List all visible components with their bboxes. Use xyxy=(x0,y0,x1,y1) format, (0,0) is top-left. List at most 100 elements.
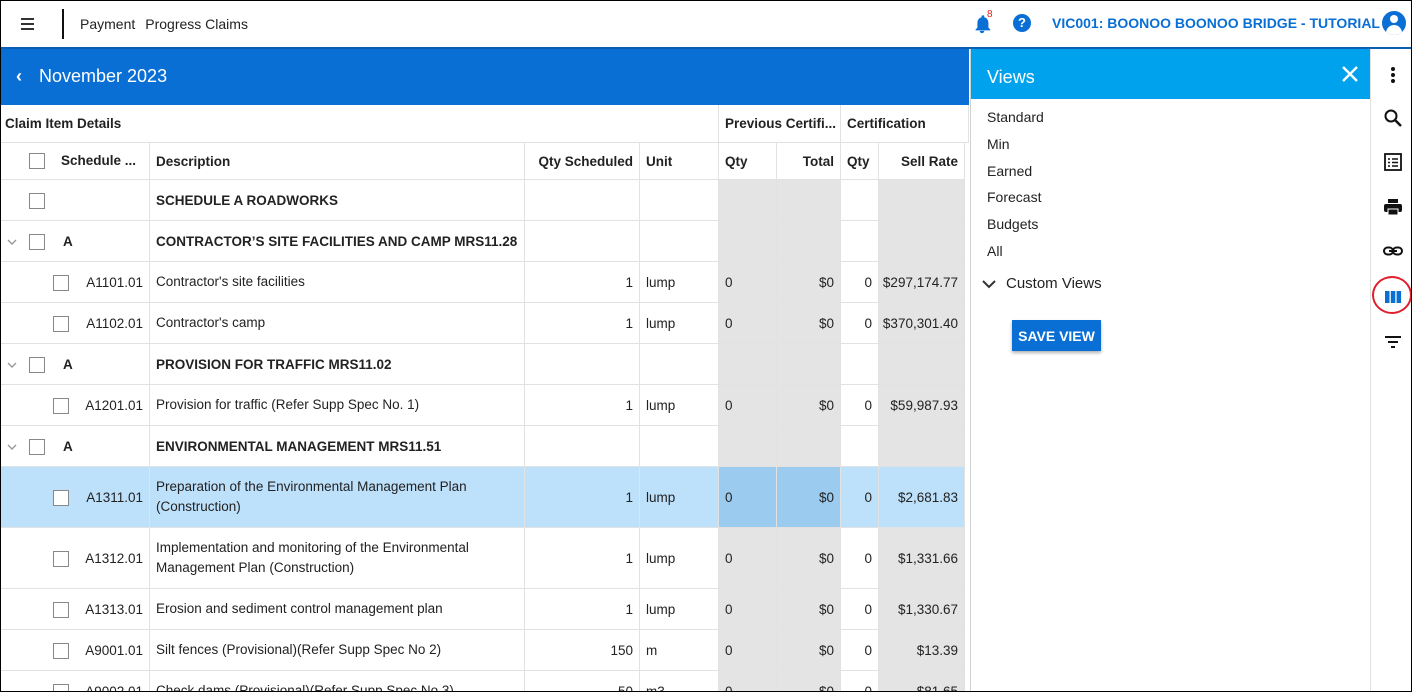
view-forecast[interactable]: Forecast xyxy=(987,189,1042,205)
column-header-qty-scheduled[interactable]: Qty Scheduled xyxy=(525,143,640,180)
column-label-schedule: Schedule ... xyxy=(61,153,137,168)
view-standard[interactable]: Standard xyxy=(987,109,1044,125)
description-text: Contractor's site facilities xyxy=(156,274,305,289)
view-budgets[interactable]: Budgets xyxy=(987,216,1039,232)
cell-cert-qty xyxy=(841,180,879,221)
cell-description: ENVIRONMENTAL MANAGEMENT MRS11.51 xyxy=(150,426,525,467)
view-earned[interactable]: Earned xyxy=(987,163,1033,179)
cell-prev-qty: 0 xyxy=(719,589,777,630)
column-header-schedule[interactable]: Schedule ... xyxy=(1,143,150,180)
select-all-checkbox[interactable] xyxy=(29,153,45,169)
cell-schedule: A1311.01 xyxy=(1,467,150,528)
column-header-prev-total[interactable]: Total xyxy=(777,143,841,180)
cell-schedule: A9001.01 xyxy=(1,630,150,671)
cell-description: Preparation of the Environmental Managem… xyxy=(150,467,525,528)
row-checkbox[interactable] xyxy=(53,601,69,618)
schedule-code: A xyxy=(63,356,73,372)
cell-cert-qty: 0 xyxy=(841,630,879,671)
chevron-down-icon[interactable] xyxy=(7,442,17,452)
schedule-code: A xyxy=(63,233,73,249)
row-checkbox[interactable] xyxy=(53,642,69,659)
chevron-left-icon[interactable]: ‹ xyxy=(16,66,22,86)
print-icon[interactable] xyxy=(1383,197,1403,217)
group-header-previous-certified: Previous Certifi... xyxy=(719,105,841,143)
column-header-description[interactable]: Description xyxy=(150,143,525,180)
notifications-bell-icon[interactable] xyxy=(971,13,993,35)
row-checkbox[interactable] xyxy=(29,192,45,209)
cell-unit xyxy=(640,426,719,467)
search-icon[interactable] xyxy=(1383,108,1403,128)
column-header-unit[interactable]: Unit xyxy=(640,143,719,180)
more-vert-icon[interactable] xyxy=(1383,65,1403,85)
save-view-button[interactable]: SAVE VIEW xyxy=(1012,320,1101,351)
cell-schedule: A1102.01 xyxy=(1,303,150,344)
description-text: PROVISION FOR TRAFFIC MRS11.02 xyxy=(156,356,392,372)
row-checkbox[interactable] xyxy=(53,397,69,414)
description-text: SCHEDULE A ROADWORKS xyxy=(156,192,338,208)
cell-prev-qty: 0 xyxy=(719,671,777,691)
row-checkbox[interactable] xyxy=(53,315,69,332)
row-checkbox[interactable] xyxy=(53,489,69,506)
row-checkbox[interactable] xyxy=(29,356,45,373)
row-checkbox[interactable] xyxy=(29,438,45,455)
menu-icon[interactable] xyxy=(19,14,39,34)
cell-description: Implementation and monitoring of the Env… xyxy=(150,528,525,589)
row-checkbox[interactable] xyxy=(53,550,69,567)
description-text: Preparation of the Environmental Managem… xyxy=(156,479,467,514)
cell-prev-qty xyxy=(719,180,777,221)
description-text: Contractor's camp xyxy=(156,315,266,330)
cell-prev-qty: 0 xyxy=(719,528,777,589)
views-panel: Views Standard Min Earned Forecast Budge… xyxy=(970,49,1371,691)
project-selector[interactable]: VIC001: BOONOO BOONOO BRIDGE - TUTORIAL xyxy=(1052,15,1380,31)
schedule-code: A1311.01 xyxy=(86,489,143,505)
chevron-down-icon xyxy=(982,279,996,288)
view-min[interactable]: Min xyxy=(987,136,1010,152)
column-header-prev-qty[interactable]: Qty xyxy=(719,143,777,180)
row-checkbox[interactable] xyxy=(29,233,45,250)
breadcrumb-payment[interactable]: Payment xyxy=(80,16,136,32)
top-bar: Payment Progress Claims 8 ? VIC001: BOONO… xyxy=(1,1,1411,49)
cell-prev-total xyxy=(777,221,841,262)
cell-qty xyxy=(525,344,640,385)
view-all[interactable]: All xyxy=(987,243,1003,259)
breadcrumb-progress-claims[interactable]: Progress Claims xyxy=(145,16,248,32)
columns-icon[interactable] xyxy=(1383,287,1403,307)
cell-prev-qty xyxy=(719,221,777,262)
cell-qty: 150 xyxy=(525,630,640,671)
cell-qty: 1 xyxy=(525,385,640,426)
cell-prev-total: $0 xyxy=(777,528,841,589)
schedule-code: A1101.01 xyxy=(86,274,143,290)
cell-unit xyxy=(640,344,719,385)
chevron-down-icon[interactable] xyxy=(7,237,17,247)
close-icon[interactable] xyxy=(1340,64,1360,84)
user-avatar-icon[interactable] xyxy=(1382,11,1406,35)
chevron-down-icon[interactable] xyxy=(7,360,17,370)
cell-description: SCHEDULE A ROADWORKS xyxy=(150,180,525,221)
cell-schedule: A xyxy=(1,221,150,262)
views-panel-header: Views xyxy=(971,49,1371,99)
notification-count-badge: 8 xyxy=(987,9,993,20)
cell-qty: 1 xyxy=(525,467,640,528)
description-text: CONTRACTOR’S SITE FACILITIES AND CAMP MR… xyxy=(156,233,518,249)
column-header-sell-rate[interactable]: Sell Rate xyxy=(879,143,965,180)
cell-schedule: A xyxy=(1,344,150,385)
row-checkbox[interactable] xyxy=(53,274,69,291)
custom-views-toggle[interactable]: Custom Views xyxy=(981,275,1102,292)
cell-description: Check dams (Provisional)(Refer Supp Spec… xyxy=(150,671,525,691)
cell-cert-qty: 0 xyxy=(841,671,879,691)
link-icon[interactable] xyxy=(1383,241,1403,261)
custom-views-label: Custom Views xyxy=(1006,275,1102,292)
cell-sell-rate: $1,331.66 xyxy=(879,528,965,589)
help-icon[interactable]: ? xyxy=(1013,14,1031,32)
row-checkbox[interactable] xyxy=(53,683,69,691)
list-icon[interactable] xyxy=(1383,152,1403,172)
divider xyxy=(62,9,64,39)
cell-description: CONTRACTOR’S SITE FACILITIES AND CAMP MR… xyxy=(150,221,525,262)
column-header-cert-qty[interactable]: Qty xyxy=(841,143,879,180)
cell-cert-qty: 0 xyxy=(841,589,879,630)
cell-prev-total: $0 xyxy=(777,303,841,344)
cell-unit: m xyxy=(640,630,719,671)
cell-schedule: A9002.01 xyxy=(1,671,150,691)
filter-icon[interactable] xyxy=(1383,332,1403,352)
cell-cert-qty: 0 xyxy=(841,528,879,589)
